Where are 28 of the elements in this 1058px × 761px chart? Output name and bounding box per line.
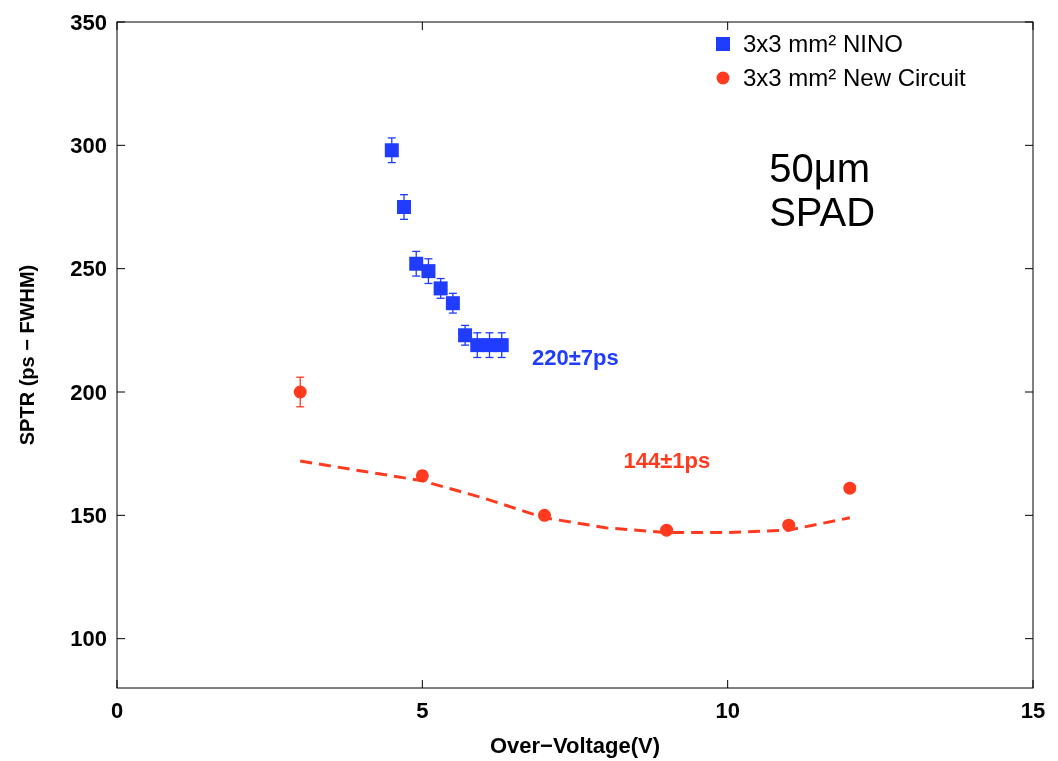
legend-label: 3x3 mm² New Circuit xyxy=(743,64,967,92)
y-axis-title: SPTR (ps − FWHM) xyxy=(16,264,38,446)
y-tick-label: 350 xyxy=(70,9,107,35)
point xyxy=(458,328,473,343)
annotation: 144±1ps xyxy=(623,448,711,474)
point xyxy=(397,200,412,214)
legend-label: 3x3 mm² NINO xyxy=(743,30,904,58)
point xyxy=(843,481,857,495)
point xyxy=(384,143,399,158)
point xyxy=(293,385,307,399)
point xyxy=(421,264,436,279)
annotation: 50μm SPAD xyxy=(769,145,876,234)
x-tick-label: 5 xyxy=(416,698,429,723)
y-tick-label: 100 xyxy=(70,626,107,652)
x-axis-title: Over−Voltage(V) xyxy=(489,733,661,758)
annotation: 220±7ps xyxy=(531,344,619,370)
point xyxy=(433,281,448,296)
point xyxy=(445,296,460,311)
x-tick-label: 0 xyxy=(110,698,124,723)
y-tick-label: 300 xyxy=(70,133,107,159)
x-tick-label: 10 xyxy=(715,698,740,723)
y-tick-label: 200 xyxy=(70,379,107,405)
y-tick-label: 250 xyxy=(70,256,107,282)
y-tick-label: 150 xyxy=(70,503,107,529)
point xyxy=(470,338,485,353)
point xyxy=(494,338,509,353)
x-tick-label: 15 xyxy=(1020,698,1046,723)
point xyxy=(409,256,424,271)
